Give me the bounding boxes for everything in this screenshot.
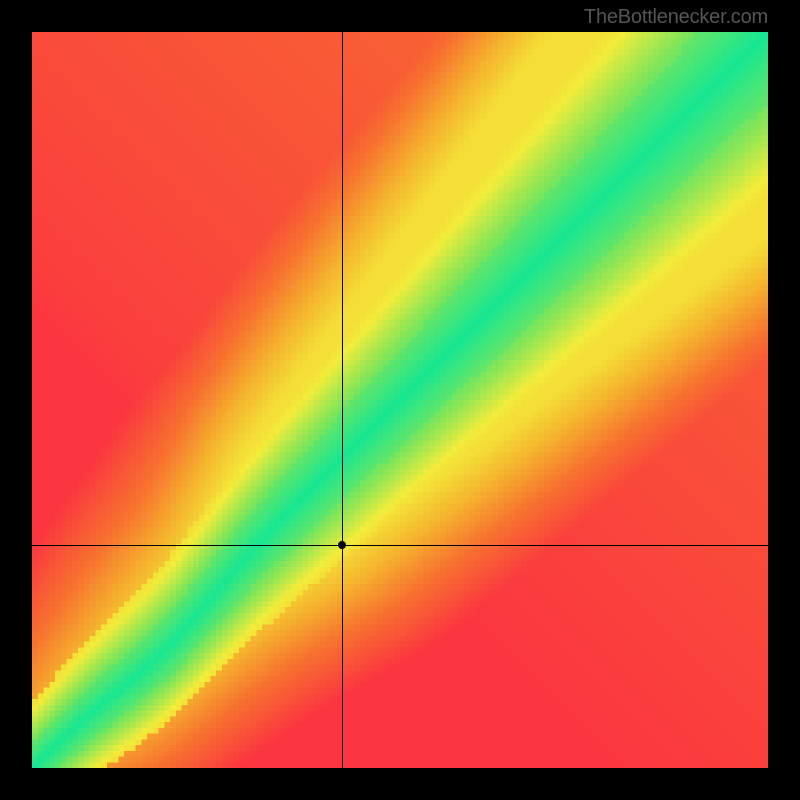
watermark-text: TheBottlenecker.com	[584, 6, 768, 29]
heatmap-plot	[32, 32, 768, 768]
crosshair-vertical	[342, 32, 343, 768]
crosshair-marker	[338, 541, 346, 549]
heatmap-canvas	[32, 32, 768, 768]
crosshair-horizontal	[32, 545, 768, 546]
